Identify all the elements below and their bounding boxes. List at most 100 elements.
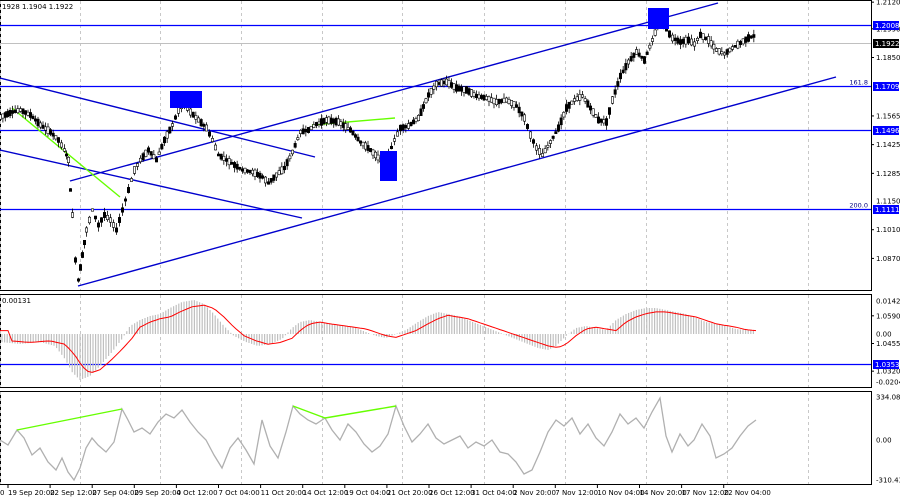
candle-body xyxy=(564,104,568,112)
descending-channel-upper[interactable] xyxy=(0,77,316,158)
candle-body xyxy=(401,124,405,131)
candle-body xyxy=(502,97,506,104)
candle-body xyxy=(31,115,35,120)
price-tick-label: 1.2120 xyxy=(876,0,900,7)
candle-body xyxy=(642,56,646,64)
candle-body xyxy=(398,124,402,132)
candle-body xyxy=(235,163,239,170)
ascending-channel-upper[interactable] xyxy=(69,2,719,182)
main-pane[interactable] xyxy=(0,0,872,291)
time-tick-fragment: 0 xyxy=(0,489,4,497)
candle-body xyxy=(572,98,576,102)
candle-body xyxy=(16,108,20,114)
divergence-line-cci-3 xyxy=(324,405,397,419)
time-tick-label: 21 Oct 20:00 xyxy=(387,489,433,497)
divergence-line-price-2 xyxy=(311,117,396,126)
candle-body xyxy=(83,240,87,245)
candle-body xyxy=(81,252,85,258)
candle-body xyxy=(543,148,547,154)
candle-body xyxy=(517,106,521,114)
candle-body xyxy=(155,157,159,163)
candle-body xyxy=(678,39,682,45)
signal-markers[interactable] xyxy=(170,8,669,181)
candle-body xyxy=(112,222,116,228)
candle-body xyxy=(353,134,357,138)
candle-body xyxy=(522,114,526,122)
candle-body xyxy=(290,149,294,155)
horizontal-levels[interactable] xyxy=(0,24,871,366)
marker-box-oct-high[interactable] xyxy=(170,91,202,108)
candle-body xyxy=(255,172,259,177)
level-badge-text: 1.1922 xyxy=(875,40,900,48)
candle-body xyxy=(69,188,73,192)
cci-tick-label: 334.0824 xyxy=(876,394,900,402)
candle-body xyxy=(730,46,734,50)
candle-body xyxy=(462,86,466,93)
macd-pane[interactable] xyxy=(0,294,872,388)
time-tick-label: 14 Nov 20:00 xyxy=(640,489,687,497)
candle-body xyxy=(241,168,245,172)
candle-body xyxy=(202,123,206,127)
candle-body xyxy=(681,38,685,44)
candle-body xyxy=(339,121,343,126)
candle-body xyxy=(171,123,175,127)
candle-body xyxy=(626,59,630,65)
candle-body xyxy=(650,38,654,42)
descending-channel-lower[interactable] xyxy=(0,149,303,219)
candle-body xyxy=(46,126,50,134)
level-badge-text: 1.0353 xyxy=(875,361,900,369)
candle-body xyxy=(293,143,297,148)
candle-body xyxy=(348,127,352,133)
level-badge-text: 1.1496 xyxy=(875,127,900,135)
candle-body xyxy=(469,89,473,97)
candle-body xyxy=(21,108,25,114)
price-tick-label: 1.0590 xyxy=(876,312,900,320)
marker-box-nov-high[interactable] xyxy=(648,8,669,29)
candle-body xyxy=(194,115,198,120)
candle-body xyxy=(624,63,628,71)
candle-body xyxy=(109,217,113,223)
candle-body xyxy=(157,151,161,155)
fib-level-label: 200.0 xyxy=(849,202,868,210)
ascending-channel-lower[interactable] xyxy=(77,76,837,287)
candle-body xyxy=(507,99,511,104)
candle-body xyxy=(363,142,367,150)
candle-body xyxy=(534,145,538,151)
candle-body xyxy=(103,212,107,218)
candle-body xyxy=(371,149,375,156)
candle-body xyxy=(406,123,410,129)
candle-body xyxy=(717,48,721,55)
candle-body xyxy=(706,36,710,44)
candle-body xyxy=(596,116,600,124)
candle-body xyxy=(199,119,203,127)
candle-body xyxy=(208,131,212,137)
candle-body xyxy=(152,154,156,160)
candle-body xyxy=(85,227,89,233)
candle-body xyxy=(124,198,128,202)
marker-box-oct-low[interactable] xyxy=(380,151,397,181)
candle-body xyxy=(358,140,362,144)
candle-body xyxy=(704,36,708,40)
macd-signal-line xyxy=(0,304,757,373)
price-tick-label: 1.1850 xyxy=(876,54,900,62)
candle-body xyxy=(361,141,365,147)
time-tick-label: 27 Sep 04:00 xyxy=(92,489,139,497)
level-badge xyxy=(873,360,899,369)
price-tick-label: 1.1150 xyxy=(876,198,900,206)
candle-body xyxy=(189,108,193,116)
candle-body xyxy=(227,158,231,166)
cci-tick-label: -310.434 xyxy=(876,477,900,485)
time-tick-label: 7 Oct 04:00 xyxy=(219,489,260,497)
candle-body xyxy=(65,153,69,157)
candle-body xyxy=(684,36,688,45)
candle-body xyxy=(389,145,393,150)
macd-tick-label: 0.00 xyxy=(876,331,892,339)
candle-body xyxy=(133,166,137,174)
candle-body xyxy=(344,123,348,131)
candle-body xyxy=(722,52,726,56)
candle-body xyxy=(637,52,641,57)
candle-body xyxy=(444,78,448,86)
trend-channels[interactable] xyxy=(0,2,837,287)
candle-body xyxy=(741,38,745,45)
